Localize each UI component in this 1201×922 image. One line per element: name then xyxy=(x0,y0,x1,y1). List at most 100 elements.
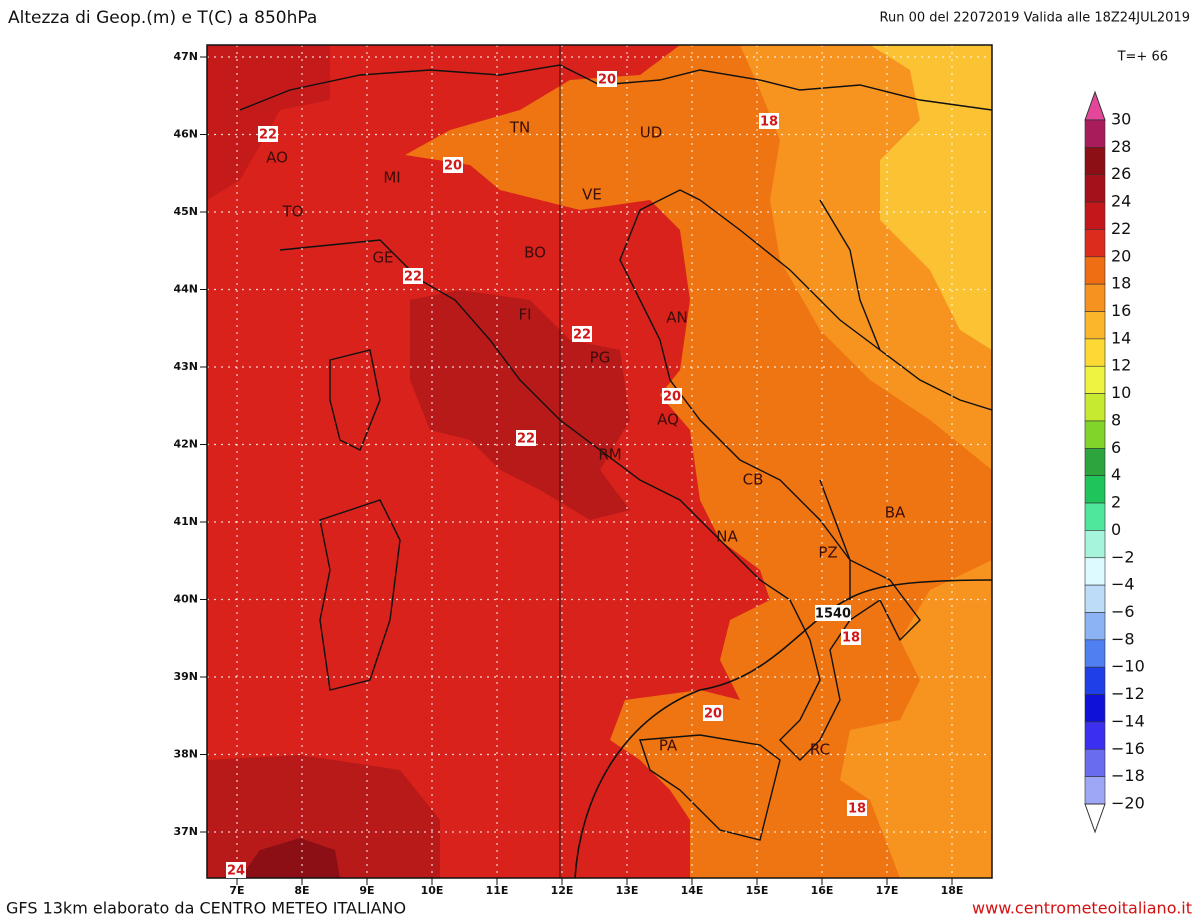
lon-label: 15E xyxy=(746,884,769,897)
contour-label: 18 xyxy=(848,802,866,817)
lat-label: 39N xyxy=(173,670,198,683)
map-frame xyxy=(206,44,993,879)
colorbar-label: −18 xyxy=(1111,766,1145,785)
contour-label: 20 xyxy=(704,707,722,722)
colorbar-label: 16 xyxy=(1111,301,1131,320)
colorbar-label: 30 xyxy=(1111,110,1131,129)
colorbar-band xyxy=(1084,311,1106,340)
lat-label: 44N xyxy=(173,283,198,296)
contour-label-box xyxy=(516,430,536,446)
city-label: BA xyxy=(885,504,906,522)
lon-label: 13E xyxy=(616,884,639,897)
city-label: PA xyxy=(659,737,678,755)
contour-label-box xyxy=(226,862,246,878)
lat-label: 41N xyxy=(173,515,198,528)
map-fields xyxy=(207,45,992,878)
lon-label: 12E xyxy=(551,884,574,897)
contour-label: 20 xyxy=(444,159,462,174)
field-14-16 xyxy=(870,45,992,350)
contour-label-box xyxy=(815,605,851,621)
contour-label-box xyxy=(847,800,867,816)
colorbar-band xyxy=(1084,666,1106,695)
lat-label: 43N xyxy=(173,360,198,373)
lon-label: 17E xyxy=(876,884,899,897)
lat-label: 45N xyxy=(173,205,198,218)
contour-label: 1540 xyxy=(815,607,851,622)
colorbar-band xyxy=(1084,174,1106,203)
colorbar-band xyxy=(1084,147,1106,176)
field-22-24-south xyxy=(207,755,440,878)
colorbar-band xyxy=(1084,502,1106,531)
city-label: UD xyxy=(640,124,663,142)
colorbar-label: 20 xyxy=(1111,246,1131,265)
contour-label-box xyxy=(572,326,592,342)
colorbar: 302826242220181614121086420−2−4−6−8−10−1… xyxy=(1084,90,1145,834)
colorbar-band xyxy=(1084,201,1106,230)
lat-label: 46N xyxy=(173,128,198,141)
contour-label: 22 xyxy=(517,432,535,447)
colorbar-band xyxy=(1084,393,1106,422)
contour-label-box xyxy=(703,705,723,721)
contour-label: 24 xyxy=(227,864,245,879)
city-label: PZ xyxy=(818,544,837,562)
contour-label-box xyxy=(841,629,861,645)
city-label: TO xyxy=(282,203,304,221)
colorbar-band xyxy=(1084,530,1106,559)
colorbar-label: −20 xyxy=(1111,794,1145,813)
colorbar-band xyxy=(1084,721,1106,750)
colorbar-band xyxy=(1084,229,1106,258)
isohypse-1540 xyxy=(574,579,992,878)
colorbar-label: 14 xyxy=(1111,328,1131,347)
colorbar-band xyxy=(1084,612,1106,641)
colorbar-label: −16 xyxy=(1111,739,1145,758)
colorbar-band xyxy=(1084,338,1106,367)
colorbar-band xyxy=(1084,283,1106,312)
colorbar-band xyxy=(1084,420,1106,449)
colorbar-band xyxy=(1084,448,1106,476)
colorbar-label: 6 xyxy=(1111,438,1121,457)
lon-label: 14E xyxy=(681,884,704,897)
city-label: AN xyxy=(666,309,687,327)
lat-label: 47N xyxy=(173,50,198,63)
colorbar-label: −14 xyxy=(1111,711,1145,730)
colorbar-band xyxy=(1084,475,1106,504)
city-label: TN xyxy=(509,119,530,137)
colorbar-bottom xyxy=(1084,803,1106,834)
lon-label: 18E xyxy=(941,884,964,897)
city-label: AQ xyxy=(657,411,679,429)
contour-label: 22 xyxy=(404,270,422,285)
city-label: NA xyxy=(716,528,738,546)
field-22-24-north xyxy=(207,45,330,200)
colorbar-label: −12 xyxy=(1111,684,1145,703)
contour-label-box xyxy=(258,126,278,142)
contour-label-box xyxy=(759,113,779,129)
colorbar-band xyxy=(1084,776,1106,805)
lon-label: 7E xyxy=(229,884,244,897)
labels: 47N 46N 45N 44N 43N 42N 41N 40N 39N 38N 37N 7E 8E 9E 1… xyxy=(173,50,963,897)
colorbar-label: −6 xyxy=(1111,602,1135,621)
colorbar-label: 0 xyxy=(1111,520,1121,539)
footer-right: www.centrometeoitaliano.it xyxy=(972,899,1192,918)
colorbar-label: −4 xyxy=(1111,575,1135,594)
city-label: VE xyxy=(582,186,602,204)
colorbar-label: 26 xyxy=(1111,164,1131,183)
colorbar-band xyxy=(1084,119,1106,148)
contour-label: 22 xyxy=(259,128,277,143)
footer-left: GFS 13km elaborato da CENTRO METEO ITALI… xyxy=(6,899,406,918)
city-label: GE xyxy=(372,249,393,267)
lat-label: 40N xyxy=(173,593,198,606)
colorbar-band xyxy=(1084,557,1106,586)
colorbar-label: 28 xyxy=(1111,137,1131,156)
colorbar-label: 22 xyxy=(1111,219,1131,238)
colorbar-label: 12 xyxy=(1111,356,1131,375)
lon-label: 11E xyxy=(486,884,509,897)
city-label: MI xyxy=(383,169,400,187)
colorbar-band xyxy=(1084,694,1106,723)
colorbar-label: −8 xyxy=(1111,629,1135,648)
colorbar-band xyxy=(1084,256,1106,285)
contour-label: 18 xyxy=(842,631,860,646)
lat-label: 37N xyxy=(173,825,198,838)
lon-label: 9E xyxy=(359,884,374,897)
colorbar-band xyxy=(1084,365,1106,394)
